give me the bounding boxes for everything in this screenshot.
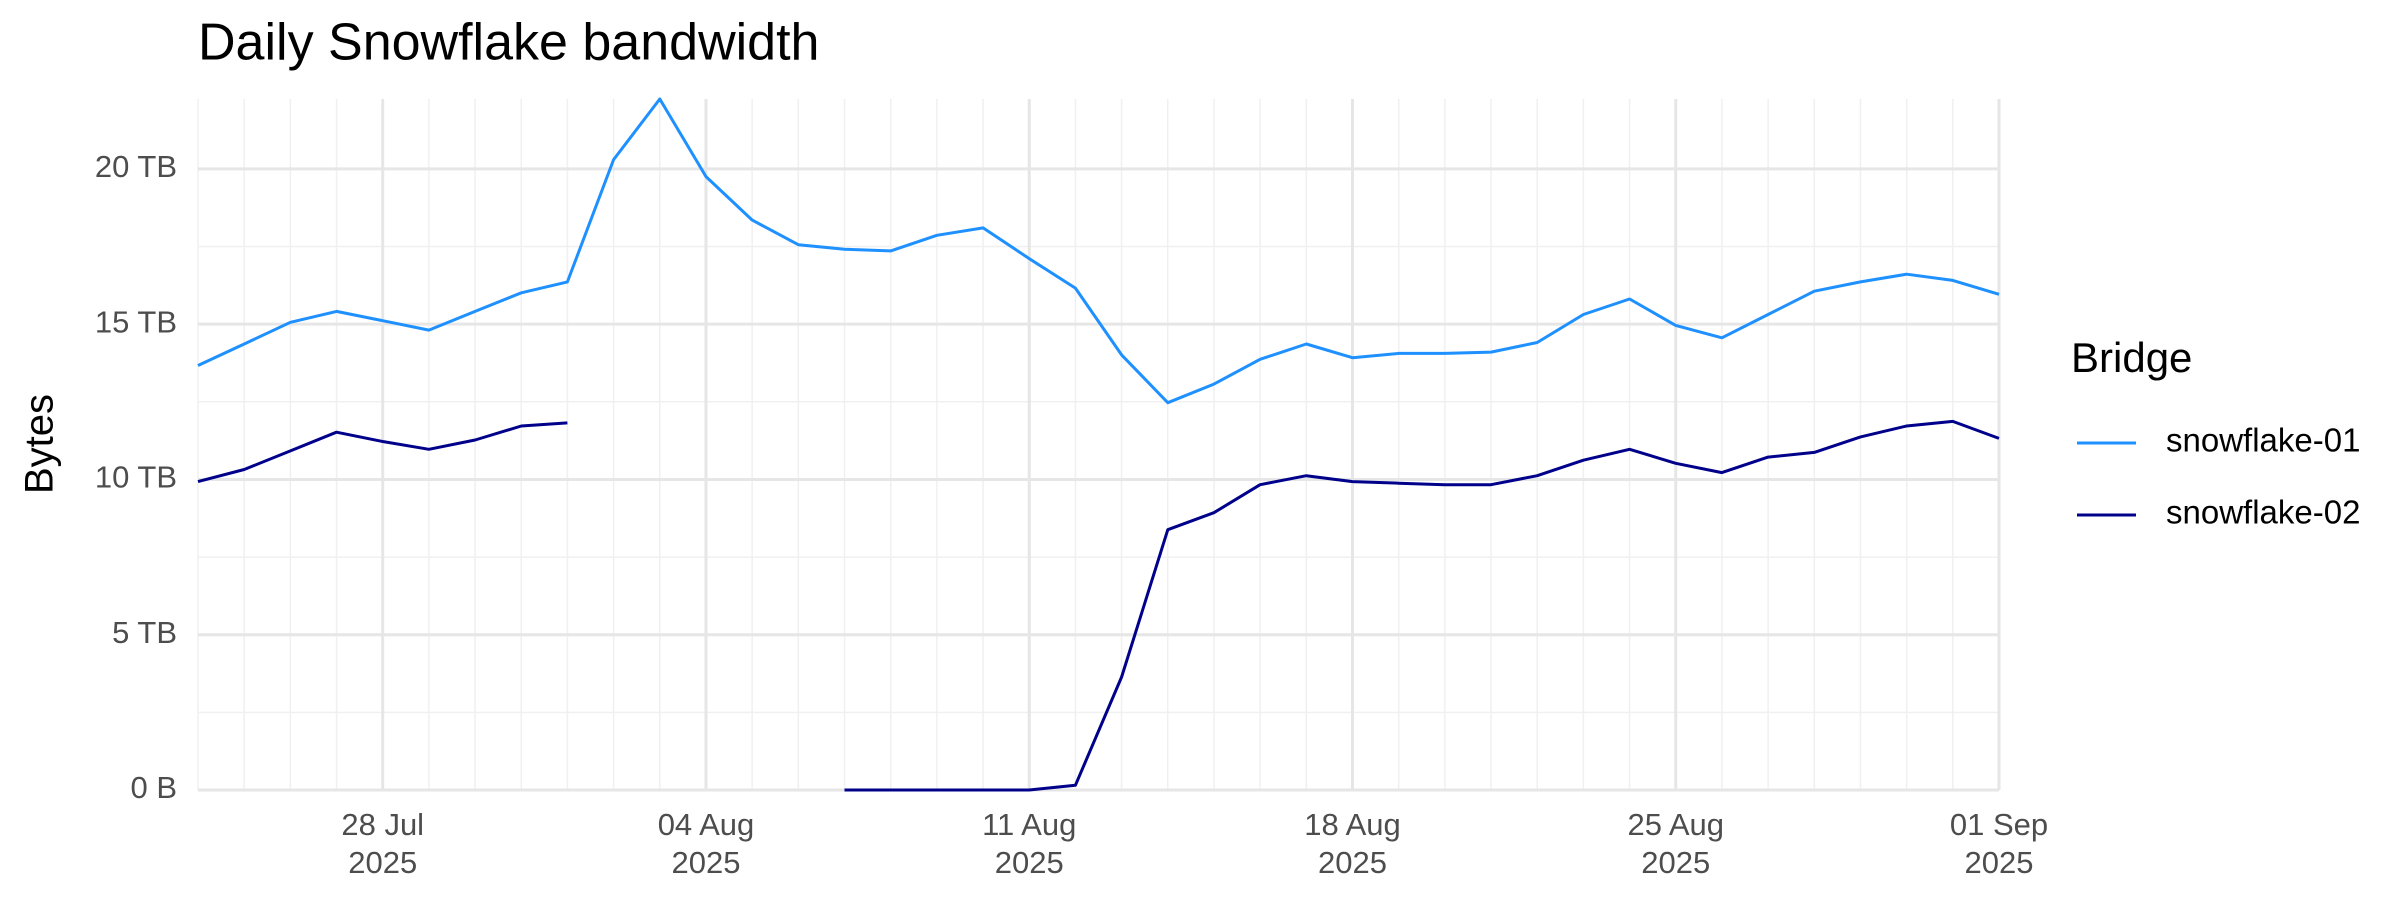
series-line (197, 97, 2000, 405)
legend-label: snowflake-01 (2166, 422, 2360, 459)
y-tick-label: 10 TB (95, 460, 177, 495)
y-tick-label: 20 TB (95, 149, 177, 184)
y-tick-label: 0 B (130, 770, 177, 805)
y-axis-label: Bytes (18, 394, 62, 494)
x-tick-label: 18 Aug 2025 (1304, 807, 1401, 880)
x-tick-label: 28 Jul 2025 (341, 807, 424, 880)
x-tick-label-line: 2025 (995, 845, 1064, 880)
x-tick-label-line: 28 Jul (341, 807, 424, 842)
x-tick-label-line: 2025 (348, 845, 417, 880)
x-tick-label-line: 2025 (1641, 845, 1710, 880)
x-tick-label-line: 25 Aug (1627, 807, 1724, 842)
x-tick-label-line: 01 Sep (1950, 807, 2048, 842)
legend-label: snowflake-02 (2166, 494, 2360, 531)
legend-title: Bridge (2071, 334, 2192, 381)
grid (197, 99, 2001, 792)
x-tick-label-line: 11 Aug (982, 807, 1076, 842)
x-tick-label-line: 2025 (1318, 845, 1387, 880)
x-tick-label: 04 Aug 2025 (658, 807, 755, 880)
y-tick-label: 15 TB (95, 304, 177, 339)
series-line (197, 419, 2000, 792)
x-tick-label-line: 2025 (671, 845, 740, 880)
x-tick-label: 11 Aug 2025 (982, 807, 1076, 880)
y-tick-label: 5 TB (112, 615, 177, 650)
x-tick-label: 01 Sep 2025 (1950, 807, 2048, 880)
chart-title: Daily Snowflake bandwidth (198, 14, 819, 72)
x-tick-label: 25 Aug 2025 (1627, 807, 1724, 880)
x-tick-label-line: 04 Aug (658, 807, 755, 842)
x-tick-label-line: 18 Aug (1304, 807, 1401, 842)
x-tick-label-line: 2025 (1965, 845, 2034, 880)
